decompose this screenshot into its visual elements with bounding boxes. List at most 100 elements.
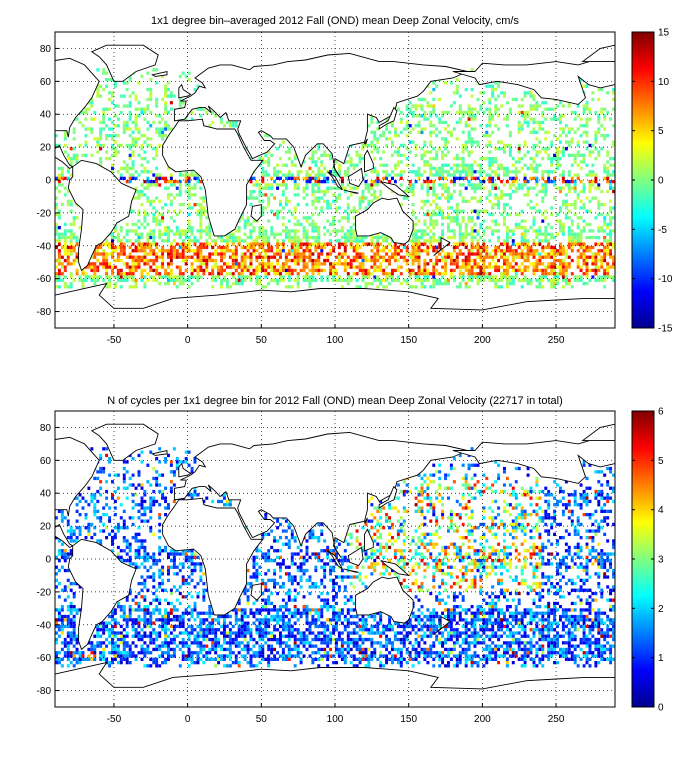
data-cell — [588, 189, 592, 194]
data-cell — [305, 216, 309, 220]
data-cell — [391, 255, 394, 259]
data-cell — [594, 258, 598, 263]
data-cell — [485, 134, 489, 138]
data-cell — [72, 532, 76, 536]
data-cell — [479, 173, 483, 177]
data-cell — [119, 268, 123, 273]
data-cell — [393, 134, 397, 138]
data-cell — [69, 232, 73, 236]
data-cell — [467, 275, 471, 279]
data-cell — [158, 522, 162, 527]
data-cell — [479, 199, 483, 203]
data-cell — [146, 199, 150, 203]
data-cell — [90, 104, 94, 108]
data-cell — [449, 272, 453, 276]
data-cell — [379, 522, 383, 527]
data-cell — [161, 496, 165, 500]
data-cell — [113, 245, 117, 250]
data-cell — [579, 232, 583, 236]
data-cell — [178, 186, 182, 190]
data-cell — [337, 166, 341, 171]
data-cell — [249, 275, 253, 279]
data-cell — [155, 150, 159, 154]
data-cell — [405, 489, 409, 494]
data-cell — [526, 513, 530, 517]
data-cell — [199, 206, 203, 210]
data-cell — [523, 163, 527, 167]
data-cell — [432, 87, 436, 92]
data-cell — [508, 183, 512, 187]
data-cell — [164, 101, 168, 105]
data-cell — [532, 249, 536, 253]
data-cell — [402, 143, 406, 148]
data-cell — [503, 272, 506, 276]
data-cell — [137, 262, 141, 266]
data-cell — [223, 503, 226, 507]
data-cell — [273, 272, 277, 276]
data-cell — [452, 157, 456, 161]
data-cell — [411, 193, 415, 197]
data-cell — [470, 265, 474, 269]
data-cell — [167, 94, 170, 98]
data-cell — [178, 203, 182, 207]
data-cell — [172, 483, 176, 487]
data-cell — [447, 189, 450, 194]
data-cell — [72, 127, 76, 131]
data-cell — [529, 186, 533, 190]
data-cell — [405, 107, 409, 111]
data-cell — [420, 147, 424, 151]
data-cell — [358, 199, 362, 203]
data-cell — [181, 229, 185, 233]
data-cell — [461, 483, 465, 487]
data-cell — [464, 232, 468, 236]
data-cell — [317, 229, 321, 233]
data-cell — [367, 183, 371, 187]
data-cell — [214, 275, 218, 279]
data-cell — [391, 176, 394, 180]
data-cell — [231, 275, 235, 279]
data-cell — [66, 199, 70, 203]
data-cell — [66, 262, 70, 266]
data-cell — [503, 489, 506, 494]
data-cell — [243, 275, 247, 279]
data-cell — [541, 245, 545, 250]
data-cell — [66, 249, 70, 253]
data-cell — [544, 226, 548, 230]
data-cell — [125, 255, 129, 259]
data-cell — [517, 147, 521, 151]
data-cell — [146, 176, 150, 180]
data-cell — [69, 229, 73, 233]
data-cell — [600, 519, 604, 523]
data-cell — [231, 242, 235, 246]
data-cell — [511, 489, 515, 494]
data-cell — [143, 268, 147, 273]
data-cell — [467, 104, 471, 108]
data-cell — [567, 503, 571, 507]
data-cell — [455, 265, 459, 269]
data-cell — [494, 489, 498, 494]
data-cell — [464, 147, 468, 151]
data-cell — [337, 245, 341, 250]
data-cell — [576, 255, 580, 259]
data-cell — [111, 268, 114, 273]
data-cell — [511, 176, 515, 180]
data-cell — [134, 137, 138, 141]
data-cell — [505, 101, 509, 105]
data-cell — [87, 107, 91, 111]
data-cell — [161, 245, 165, 250]
data-cell — [137, 127, 141, 131]
data-cell — [149, 509, 153, 513]
data-cell — [223, 245, 226, 250]
data-cell — [467, 150, 471, 154]
data-cell — [72, 157, 76, 161]
data-cell — [326, 153, 330, 157]
data-cell — [523, 176, 527, 180]
data-cell — [302, 252, 306, 256]
data-cell — [470, 87, 474, 92]
data-cell — [523, 229, 527, 233]
data-cell — [449, 513, 453, 517]
data-cell — [55, 143, 58, 148]
data-cell — [267, 255, 271, 259]
data-cell — [529, 486, 533, 490]
data-cell — [175, 186, 179, 190]
